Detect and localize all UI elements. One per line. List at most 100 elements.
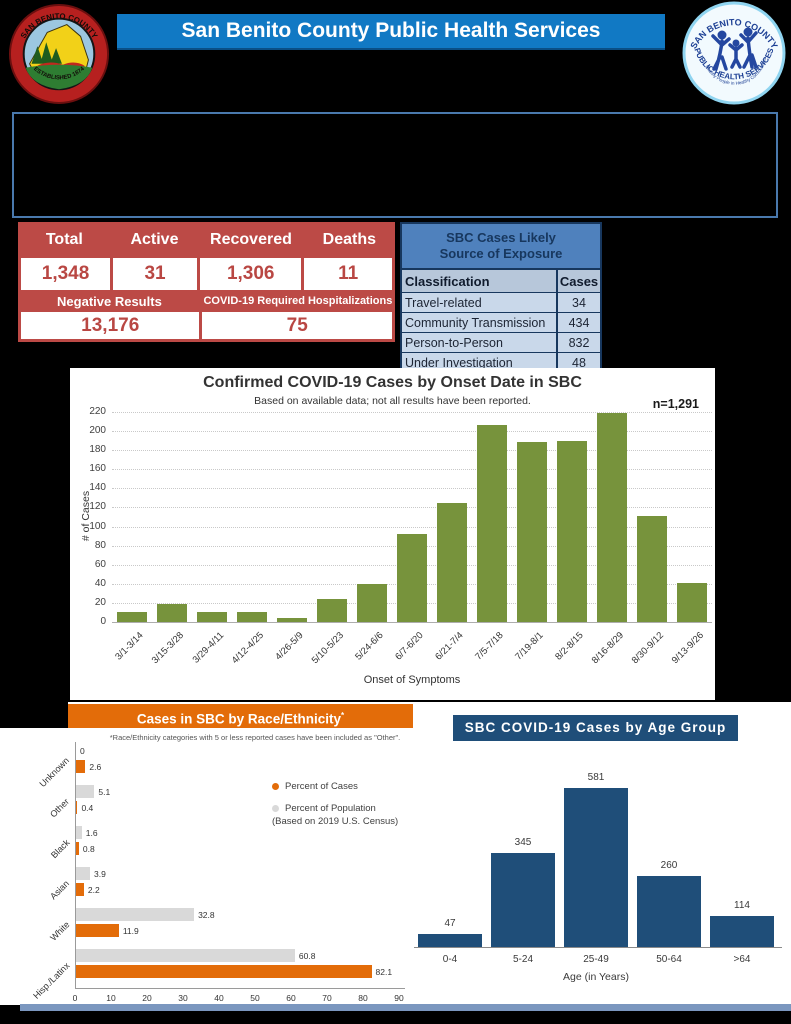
legend-entry: Percent of Population (Based on 2019 U.S.… [272, 802, 398, 828]
x-tick-label: 70 [322, 993, 332, 1003]
x-tick-label: 3/15-3/28 [149, 630, 186, 667]
bar [476, 425, 508, 622]
x-tick-label: 8/16-8/29 [589, 630, 626, 667]
bar [596, 412, 628, 622]
x-tick-label: 30 [178, 993, 188, 1003]
exposure-column-header-row: Classification Cases [402, 268, 600, 292]
x-tick-label: 0 [72, 993, 78, 1003]
category-label: Other [48, 796, 72, 820]
race-chart-title-text: Cases in SBC by Race/Ethnicity [136, 711, 341, 727]
cases-value-label: 2.6 [89, 762, 102, 772]
gridline [112, 488, 712, 490]
exposure-title-line1: SBC Cases Likely [446, 230, 556, 245]
y-tick-label: 220 [89, 406, 106, 417]
x-tick-label: 20 [142, 993, 152, 1003]
summary-header-active: Active [130, 231, 179, 248]
cases-value-label: 82.1 [375, 967, 393, 977]
exposure-row: Travel-related 34 [402, 292, 600, 312]
population-value-label: 5.1 [98, 787, 111, 797]
bar [637, 875, 701, 947]
exposure-table-title: SBC Cases Likely Source of Exposure [402, 224, 600, 268]
gridline [112, 469, 712, 471]
gridline [112, 450, 712, 452]
summary-value-active: 31 [113, 258, 198, 290]
gridline [112, 431, 712, 433]
x-tick-label: 4/26-5/9 [273, 630, 306, 663]
y-tick-label: 100 [89, 520, 106, 532]
value-label: 47 [444, 918, 456, 930]
public-health-logo: SAN BENITO COUNTY PUBLIC HEALTH SERVICES… [682, 1, 786, 105]
exposure-classification-cell: Travel-related [405, 295, 482, 310]
onset-x-axis-title: Onset of Symptoms [363, 674, 461, 686]
bar [236, 611, 268, 622]
y-tick-label: 60 [94, 558, 106, 570]
y-tick-label: 120 [89, 501, 106, 513]
legend-line: Percent of Cases [272, 780, 398, 793]
summary-header-row: Total Active Recovered Deaths [18, 222, 395, 258]
x-axis-line [414, 947, 782, 948]
summary-secondary-header-row: Negative Results COVID-19 Required Hospi… [18, 290, 395, 312]
bar [564, 788, 628, 947]
x-tick-label: 80 [358, 993, 368, 1003]
bar [396, 534, 428, 622]
bar [418, 934, 482, 947]
legend-line: Percent of Population [272, 802, 398, 815]
seal-trees [31, 42, 62, 64]
race-chart-title-superscript: * [340, 711, 345, 720]
population-value-label: 3.9 [94, 869, 106, 879]
x-tick-label: 4/12-4/25 [229, 630, 266, 667]
onset-chart-title: Confirmed COVID-19 Cases by Onset Date i… [203, 374, 582, 391]
gridline [112, 526, 712, 528]
exposure-classification-cell: Community Transmission [405, 315, 546, 330]
value-label: 345 [514, 836, 532, 848]
race-chart-legend: Percent of Cases Percent of Population (Ba… [272, 780, 398, 837]
summary-header-negative-results: Negative Results [57, 293, 162, 309]
exposure-table: SBC Cases Likely Source of Exposure Clas… [400, 222, 602, 374]
population-bar [76, 908, 195, 921]
exposure-row: Under Investigation 48 [402, 352, 600, 372]
county-seal-logo: SAN BENITO COUNTY ESTABLISHED 1874 [8, 3, 110, 105]
y-tick-label: 0 [100, 616, 106, 627]
exposure-cases-cell: 832 [556, 333, 600, 352]
x-tick-label: 3/1-3/14 [113, 630, 146, 663]
race-chart-footnote: *Race/Ethnicity categories with 5 or les… [109, 733, 401, 742]
summary-secondary-value-row: 13,176 75 [18, 312, 395, 342]
summary-header-total: Total [45, 231, 83, 248]
onset-chart-panel: Confirmed COVID-19 Cases by Onset Date i… [70, 368, 715, 700]
bar [436, 502, 468, 622]
population-bar [76, 826, 82, 839]
gridline [112, 507, 712, 509]
cases-value-label: 2.2 [87, 885, 100, 895]
onset-chart-n-annotation: n=1,291 [652, 397, 699, 411]
x-tick-label: 7/5-7/18 [473, 630, 506, 663]
exposure-cases-cell: 48 [556, 353, 600, 372]
legend-marker [272, 783, 279, 790]
category-label: Black [48, 837, 72, 861]
redacted-content-box [12, 112, 778, 218]
y-tick-label: 20 [94, 596, 106, 608]
footer-accent-bar [20, 1004, 791, 1011]
x-axis-line [75, 988, 405, 989]
summary-header-deaths: Deaths [322, 231, 377, 248]
summary-value-recovered: 1,306 [200, 258, 302, 290]
x-axis-line [112, 622, 712, 623]
bar [676, 582, 708, 622]
summary-header-recovered: Recovered [210, 231, 292, 248]
exposure-cases-cell: 34 [556, 293, 600, 312]
bar [276, 618, 308, 622]
category-label: 50-64 [656, 954, 682, 965]
bar [491, 852, 555, 947]
y-axis-line [75, 742, 76, 988]
population-value-label: 0 [80, 746, 85, 756]
y-tick-label: 140 [89, 482, 106, 494]
x-tick-label: 8/2-8/15 [553, 630, 586, 663]
onset-chart-subtitle: Based on available data; not all results… [254, 395, 531, 407]
exposure-cases-cell: 434 [556, 313, 600, 332]
value-label: 260 [660, 859, 678, 871]
y-tick-label: 40 [94, 577, 106, 589]
bottom-charts-band: Cases in SBC by Race/Ethnicity* *Race/Et… [0, 702, 791, 1005]
seal-field [25, 64, 93, 90]
bar [556, 440, 588, 622]
x-tick-label: 60 [286, 993, 296, 1003]
legend-label: Percent of Cases [285, 781, 358, 792]
